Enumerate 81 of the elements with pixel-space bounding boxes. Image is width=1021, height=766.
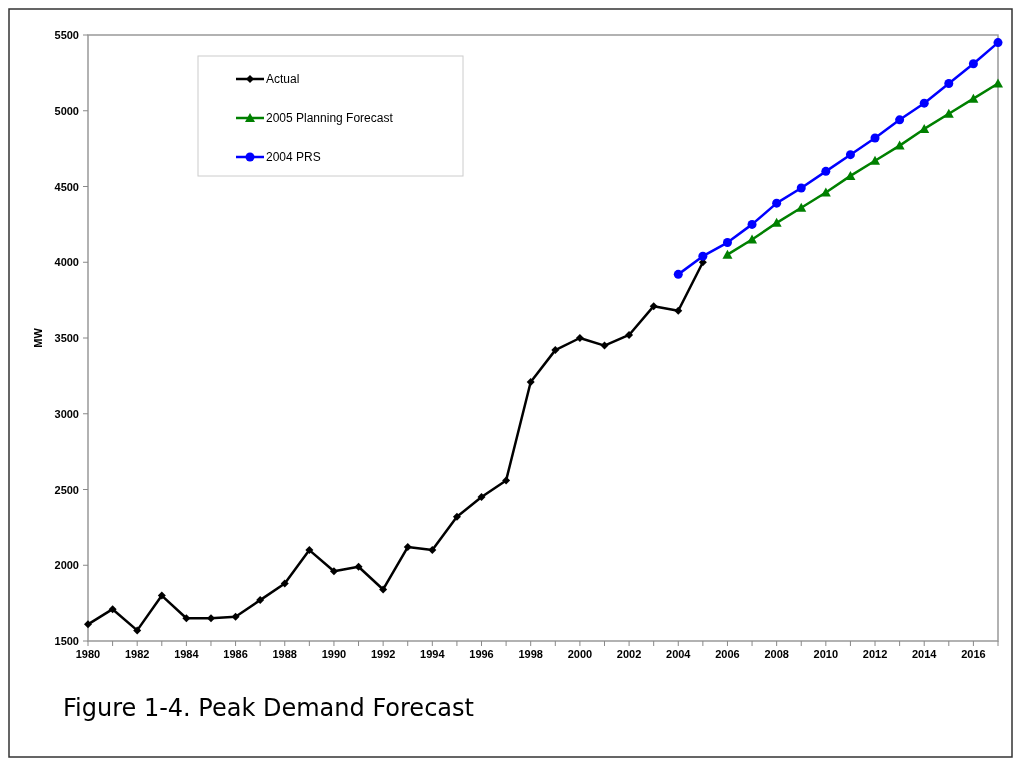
point (796, 202, 807, 212)
point (625, 330, 634, 339)
y-tick-label: 4000 (54, 256, 79, 269)
y-tick-label: 5500 (54, 29, 79, 41)
point (329, 567, 338, 576)
point (722, 249, 733, 259)
point (133, 626, 142, 635)
point (305, 546, 314, 555)
point (403, 543, 412, 552)
point (502, 476, 511, 485)
x-tick-label: 2010 (813, 648, 839, 660)
x-tick-label: 1990 (321, 648, 347, 660)
x-tick-label: 2008 (764, 648, 789, 660)
point (698, 251, 708, 261)
point (575, 334, 584, 342)
y-tick-label: 2500 (54, 483, 79, 496)
point (428, 546, 437, 555)
point (845, 170, 856, 180)
point (108, 605, 117, 614)
point (772, 198, 782, 208)
y-tick-label: 3500 (54, 332, 79, 344)
x-tick-label: 2004 (666, 648, 692, 660)
x-tick-label: 2016 (961, 648, 986, 660)
x-tick-label: 2002 (616, 648, 642, 660)
point (870, 155, 881, 165)
point (84, 620, 92, 629)
point (280, 579, 289, 588)
point (944, 78, 954, 88)
point (747, 234, 758, 244)
x-tick-label: 2006 (715, 648, 740, 660)
point (919, 98, 929, 108)
y-tick-label: 4500 (54, 180, 79, 193)
point (894, 140, 905, 150)
point (354, 562, 363, 571)
x-tick-label: 1992 (370, 648, 396, 660)
legend-label: 2004 PRS (266, 150, 321, 164)
point (747, 219, 757, 229)
point (870, 133, 880, 143)
point (452, 512, 461, 521)
point (379, 585, 388, 594)
y-tick-label: 2000 (54, 559, 79, 572)
point (674, 306, 683, 315)
point (919, 123, 930, 133)
point (231, 612, 240, 621)
x-tick-label: 2014 (911, 648, 938, 660)
y-axis-title: MW (32, 327, 44, 348)
point (796, 183, 806, 193)
text: Figure 1-4. Peak Demand Forecast (63, 694, 474, 722)
y-tick-label: 5000 (54, 104, 79, 117)
x-tick-label: 1982 (124, 648, 150, 660)
point (157, 591, 166, 600)
x-tick-label: 1984 (174, 648, 200, 660)
legend-label: 2005 Planning Forecast (266, 111, 394, 125)
point (649, 302, 658, 311)
point (182, 614, 191, 623)
point (526, 377, 535, 386)
x-tick-label: 1986 (223, 648, 248, 660)
point (968, 59, 978, 69)
point (821, 166, 831, 176)
x-tick-label: 1988 (272, 648, 297, 660)
point (845, 150, 855, 160)
point (968, 93, 979, 103)
point (943, 108, 954, 118)
x-tick-label: 2000 (567, 648, 593, 660)
point (551, 346, 560, 355)
x-tick-label: 1998 (518, 648, 543, 660)
point (600, 341, 609, 350)
x-tick-label: 1980 (75, 648, 101, 660)
point (722, 238, 732, 248)
point (477, 493, 486, 502)
point (993, 38, 1003, 48)
point (673, 269, 683, 279)
legend-label: Actual (266, 72, 300, 86)
point (256, 596, 265, 605)
y-tick-label: 3000 (54, 407, 79, 420)
point (820, 187, 831, 197)
x-tick-label: 2012 (862, 648, 888, 660)
y-tick-label: 1500 (54, 635, 79, 647)
point (895, 115, 905, 125)
x-tick-label: 1996 (469, 648, 494, 660)
x-tick-label: 1994 (420, 648, 446, 660)
